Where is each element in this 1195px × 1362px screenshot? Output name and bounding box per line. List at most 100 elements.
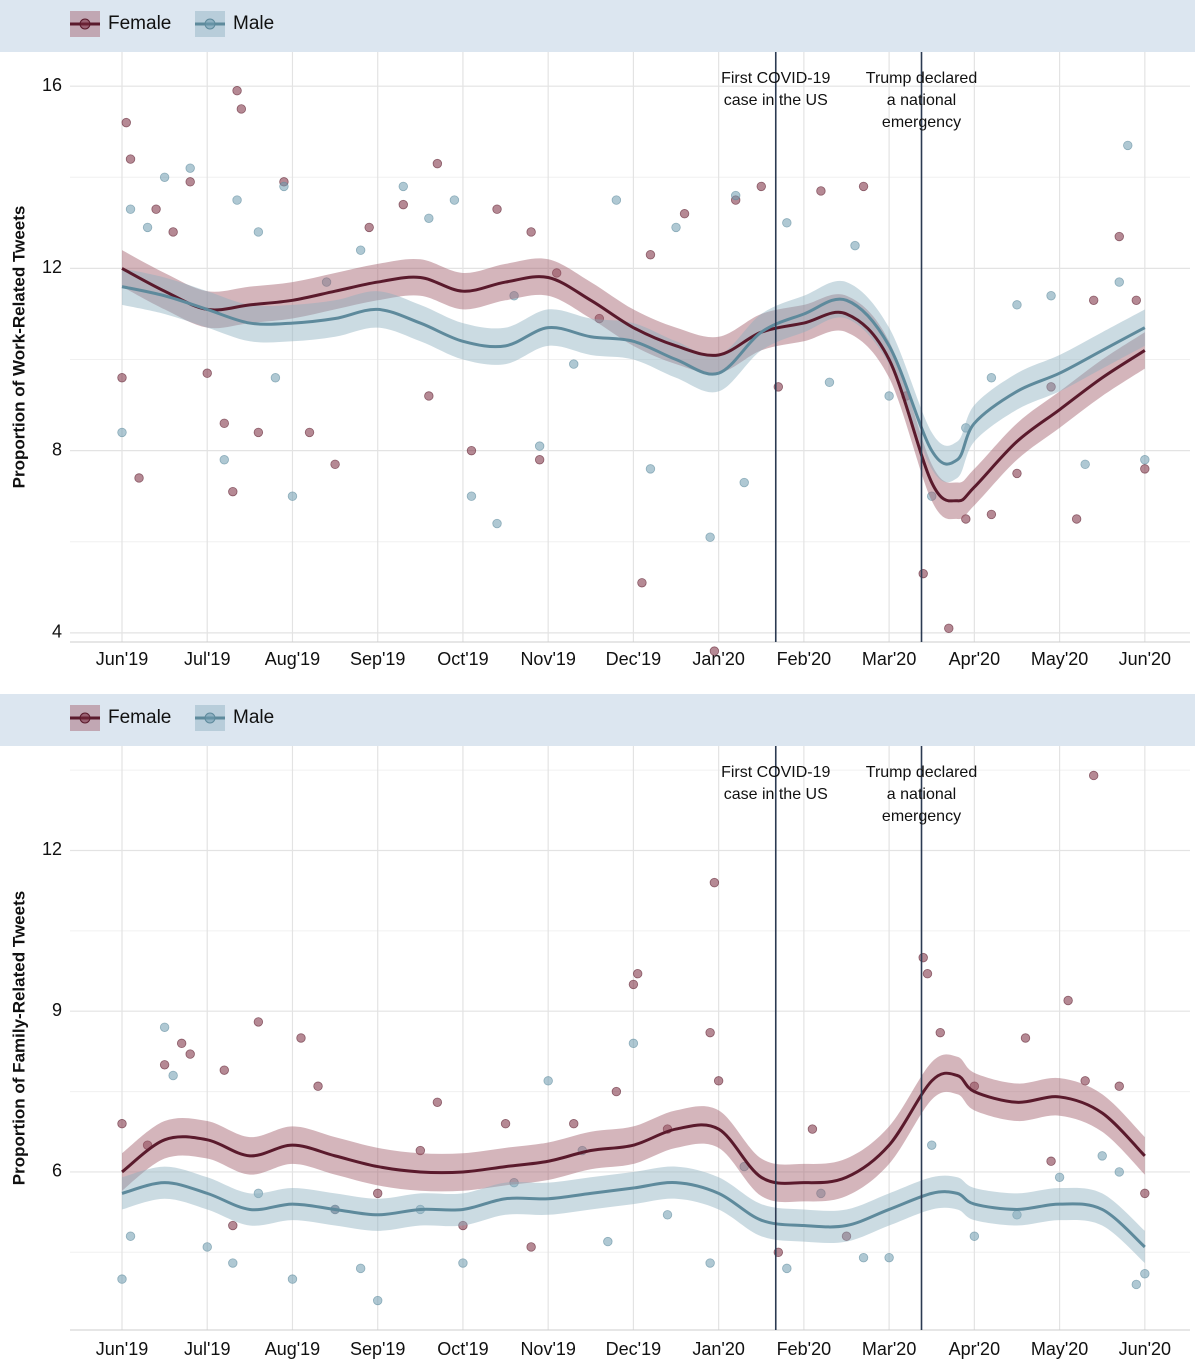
data-point xyxy=(228,1220,238,1231)
y-tick-label: 12 xyxy=(42,257,62,277)
data-point xyxy=(117,1119,127,1129)
data-point xyxy=(1097,1151,1107,1161)
data-point xyxy=(858,1252,869,1263)
x-tick-label: Mar'20 xyxy=(862,1339,916,1359)
trend-line xyxy=(121,1181,1146,1249)
data-point xyxy=(253,1017,264,1027)
data-point xyxy=(551,268,562,278)
data-point xyxy=(816,186,826,196)
panel: 4 8 12 16 Jun'19 Jul'19 Aug'19 Sep'19 Oct'19 Nov'… xyxy=(0,0,1195,669)
annotation-text: a national xyxy=(887,786,956,803)
annotation-text: emergency xyxy=(882,114,961,131)
data-point xyxy=(918,568,928,579)
data-point xyxy=(1114,231,1124,242)
data-point xyxy=(185,163,195,173)
data-point xyxy=(1046,1156,1056,1166)
data-point xyxy=(628,979,639,990)
data-point xyxy=(1140,1188,1150,1199)
data-point xyxy=(824,377,835,388)
data-point xyxy=(918,952,928,963)
data-point xyxy=(730,190,741,201)
annotation-text: emergency xyxy=(882,808,961,825)
data-point xyxy=(134,473,144,483)
data-point xyxy=(628,1038,639,1049)
data-point xyxy=(1140,464,1150,474)
data-point xyxy=(202,1242,212,1252)
data-point xyxy=(185,177,195,187)
data-point xyxy=(569,1119,579,1129)
data-point xyxy=(756,181,766,192)
data-point xyxy=(705,1027,715,1038)
data-point xyxy=(509,1177,519,1188)
data-point xyxy=(492,204,502,214)
data-point xyxy=(611,195,622,205)
data-point xyxy=(176,1038,187,1049)
data-point xyxy=(944,623,954,634)
data-point xyxy=(1140,1269,1150,1279)
data-point xyxy=(458,1258,468,1268)
data-point xyxy=(1046,382,1056,392)
data-point xyxy=(373,1295,383,1306)
data-point xyxy=(270,373,281,383)
data-point xyxy=(253,227,264,237)
x-tick-label: Nov'19 xyxy=(520,649,575,669)
data-point xyxy=(1046,291,1056,301)
data-point xyxy=(185,1049,195,1059)
data-point xyxy=(424,391,434,401)
x-tick-label: Oct'19 xyxy=(437,649,488,669)
legend-dot xyxy=(79,18,91,30)
data-point xyxy=(671,222,681,233)
data-point xyxy=(159,1022,170,1032)
x-tick-label: Jul'19 xyxy=(184,1339,230,1359)
legend-dot xyxy=(204,712,216,724)
x-tick-label: Jun'20 xyxy=(1119,1339,1171,1359)
x-tick-label: Dec'19 xyxy=(606,649,661,669)
legend-label: Female xyxy=(108,13,171,34)
x-tick-label: Apr'20 xyxy=(949,1339,1000,1359)
data-point xyxy=(1012,468,1022,479)
data-point xyxy=(398,199,408,210)
data-point xyxy=(219,418,229,429)
data-point xyxy=(1114,1081,1124,1091)
data-point xyxy=(969,1231,980,1241)
annotation-text: case in the US xyxy=(724,786,828,803)
data-point xyxy=(569,359,579,369)
data-point xyxy=(1063,995,1073,1006)
data-point xyxy=(603,1236,613,1247)
y-tick-label: 8 xyxy=(52,439,62,459)
data-point xyxy=(313,1081,323,1091)
x-tick-label: May'20 xyxy=(1031,1339,1088,1359)
data-point xyxy=(287,1274,298,1284)
data-point xyxy=(739,477,749,488)
data-point xyxy=(373,1188,383,1199)
data-point xyxy=(117,427,127,438)
data-point xyxy=(432,1097,443,1107)
data-point xyxy=(1114,277,1124,287)
annotation-text: First COVID-19 xyxy=(721,70,830,87)
data-point xyxy=(594,313,605,324)
data-point xyxy=(709,646,720,656)
data-point xyxy=(509,291,519,301)
data-point xyxy=(492,518,502,529)
data-point xyxy=(816,1188,826,1199)
data-point xyxy=(884,1252,894,1263)
data-point xyxy=(1071,514,1082,524)
x-tick-label: Feb'20 xyxy=(777,649,831,669)
y-axis-title: Proportion of Work-Related Tweets xyxy=(9,206,28,489)
data-point xyxy=(1140,455,1150,465)
data-point xyxy=(125,154,136,164)
data-point xyxy=(884,391,894,401)
y-axis-title: Proportion of Family-Related Tweets xyxy=(9,891,28,1185)
data-point xyxy=(679,209,690,219)
data-point xyxy=(287,491,298,501)
legend-dot xyxy=(204,18,216,30)
y-tick-label: 6 xyxy=(52,1161,62,1181)
x-tick-label: Jan'20 xyxy=(692,649,744,669)
data-point xyxy=(927,491,937,501)
data-point xyxy=(466,445,477,456)
y-tick-label: 16 xyxy=(42,75,62,95)
data-point xyxy=(219,455,229,465)
data-point xyxy=(705,532,715,542)
data-point xyxy=(1114,1167,1124,1177)
data-point xyxy=(713,1076,724,1086)
